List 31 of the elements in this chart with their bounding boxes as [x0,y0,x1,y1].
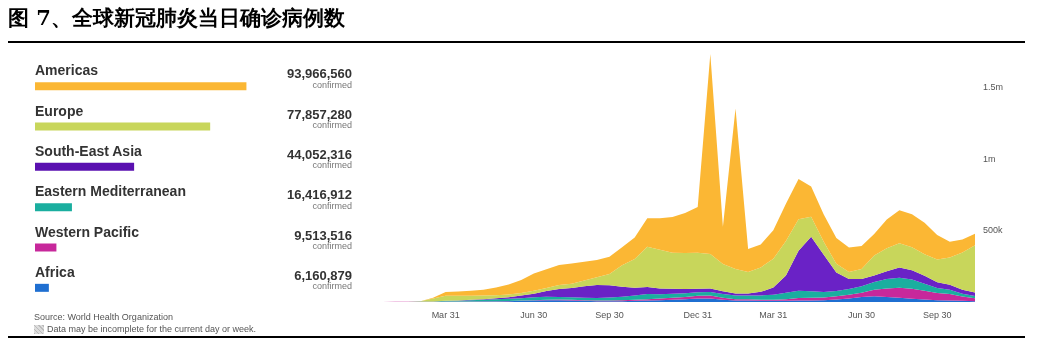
x-tick-label: Jun 30 [848,309,876,320]
data-label: 9,513,516 confirmed [294,227,352,251]
bar [35,82,247,91]
y-tick-label: Americas [35,62,99,79]
source-note: Source: World Health Organization [34,311,174,323]
x-tick-label: Sep 30 [922,309,952,320]
y-tick-label: 500k [983,225,1004,236]
bar [35,283,49,292]
data-label: 44,052,316 confirmed [286,146,352,171]
data-label: 93,966,560 confirmed [286,66,352,90]
x-tick-label: Mar 31 [431,309,460,320]
y-tick-label: Europe [35,102,84,119]
x-tick-label: Dec 31 [683,309,712,320]
bar [35,122,211,131]
y-tick-label: Western Pacific [35,223,140,240]
y-tick-label: Africa [35,263,75,280]
bar [35,203,72,212]
y-tick-label: 1.5m [983,82,1004,92]
y-tick-label: Eastern Mediterranean [35,183,186,200]
data-label: 16,416,912 confirmed [286,187,352,211]
x-tick-label: Mar 31 [759,309,788,320]
text: Data may be incomplete for the current day or week. [46,323,257,335]
x-tick-label: Sep 30 [595,309,624,320]
data-label: 77,857,280 confirmed [286,106,352,130]
x-tick-label: Jun 30 [520,309,548,320]
bar [35,162,135,171]
y-tick-label: 1m [983,153,996,164]
data-label: 6,160,879 confirmed [294,267,352,292]
bar [35,243,57,252]
chart-title: 图 7、全球新冠肺炎当日确诊病例数 [8,4,345,32]
y-tick-label: South-East Asia [35,142,143,159]
